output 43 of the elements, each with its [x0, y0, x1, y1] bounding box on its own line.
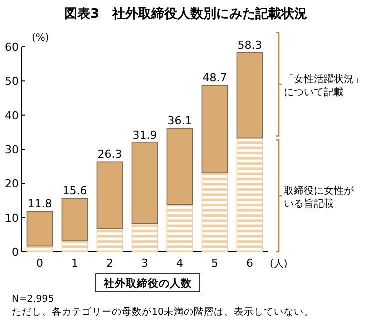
text: (人): [270, 259, 288, 270]
x-tick-label: 0: [36, 257, 44, 270]
y-tick-label: 10: [5, 212, 19, 225]
total-label: 11.8: [28, 198, 52, 211]
y-tick-label: 30: [5, 144, 19, 156]
total-label: 58.3: [238, 38, 262, 52]
total-label: 36.1: [168, 114, 192, 128]
bar: [62, 198, 88, 242]
bar: [166, 128, 194, 206]
total-label: 31.9: [132, 129, 158, 142]
y-tick-label: 50: [5, 75, 19, 88]
x-tick-label: 1: [72, 257, 79, 270]
y-axis-title: (%): [32, 33, 50, 44]
x-tick-label: 5: [211, 257, 218, 270]
bar: [132, 223, 158, 252]
y-tick-label: 60: [5, 41, 19, 54]
total-label: 15.6: [62, 184, 88, 198]
text: 「女性活躍状況」について記載: [284, 74, 364, 99]
y-tick-label: 20: [5, 178, 19, 191]
bar: [96, 162, 124, 230]
bar: [26, 211, 54, 247]
x-tick-label: 3: [142, 257, 148, 270]
bar: [236, 52, 264, 139]
text: ただし、各カテゴリーの母数が10未満の階層は、表示していない。: [12, 306, 314, 318]
bar: [202, 172, 228, 252]
x-tick-label: 6: [246, 257, 254, 270]
text: 取締役に女性がいる旨記載: [284, 185, 355, 210]
text: N=2,995: [12, 294, 54, 305]
bar: [202, 85, 228, 174]
total-label: 48.7: [202, 72, 228, 85]
bar: [132, 142, 158, 224]
x-tick-label: 2: [106, 257, 114, 270]
bar: [166, 204, 194, 252]
total-label: 26.3: [98, 148, 122, 162]
bar: [96, 228, 124, 252]
chart-title: 図表3 社外取締役人数別にみた記載状況: [64, 6, 308, 22]
x-axis-title: 社外取締役の人数: [103, 277, 193, 290]
y-tick-label: 0: [12, 246, 19, 259]
bar: [26, 246, 54, 252]
y-tick-label: 40: [5, 109, 19, 122]
bar: [236, 138, 264, 252]
bar: [62, 240, 88, 252]
x-tick-label: 4: [176, 257, 184, 270]
